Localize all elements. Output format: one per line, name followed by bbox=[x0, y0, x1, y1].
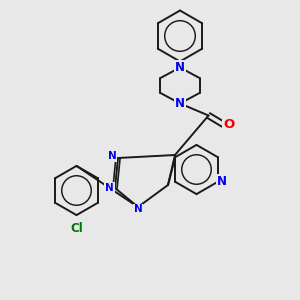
Text: N: N bbox=[175, 97, 185, 110]
Text: N: N bbox=[175, 61, 185, 74]
Text: N: N bbox=[134, 204, 142, 214]
Text: N: N bbox=[217, 175, 227, 188]
Text: O: O bbox=[223, 118, 235, 131]
Text: Cl: Cl bbox=[70, 222, 83, 235]
Text: N: N bbox=[105, 183, 114, 193]
Text: N: N bbox=[108, 152, 116, 161]
